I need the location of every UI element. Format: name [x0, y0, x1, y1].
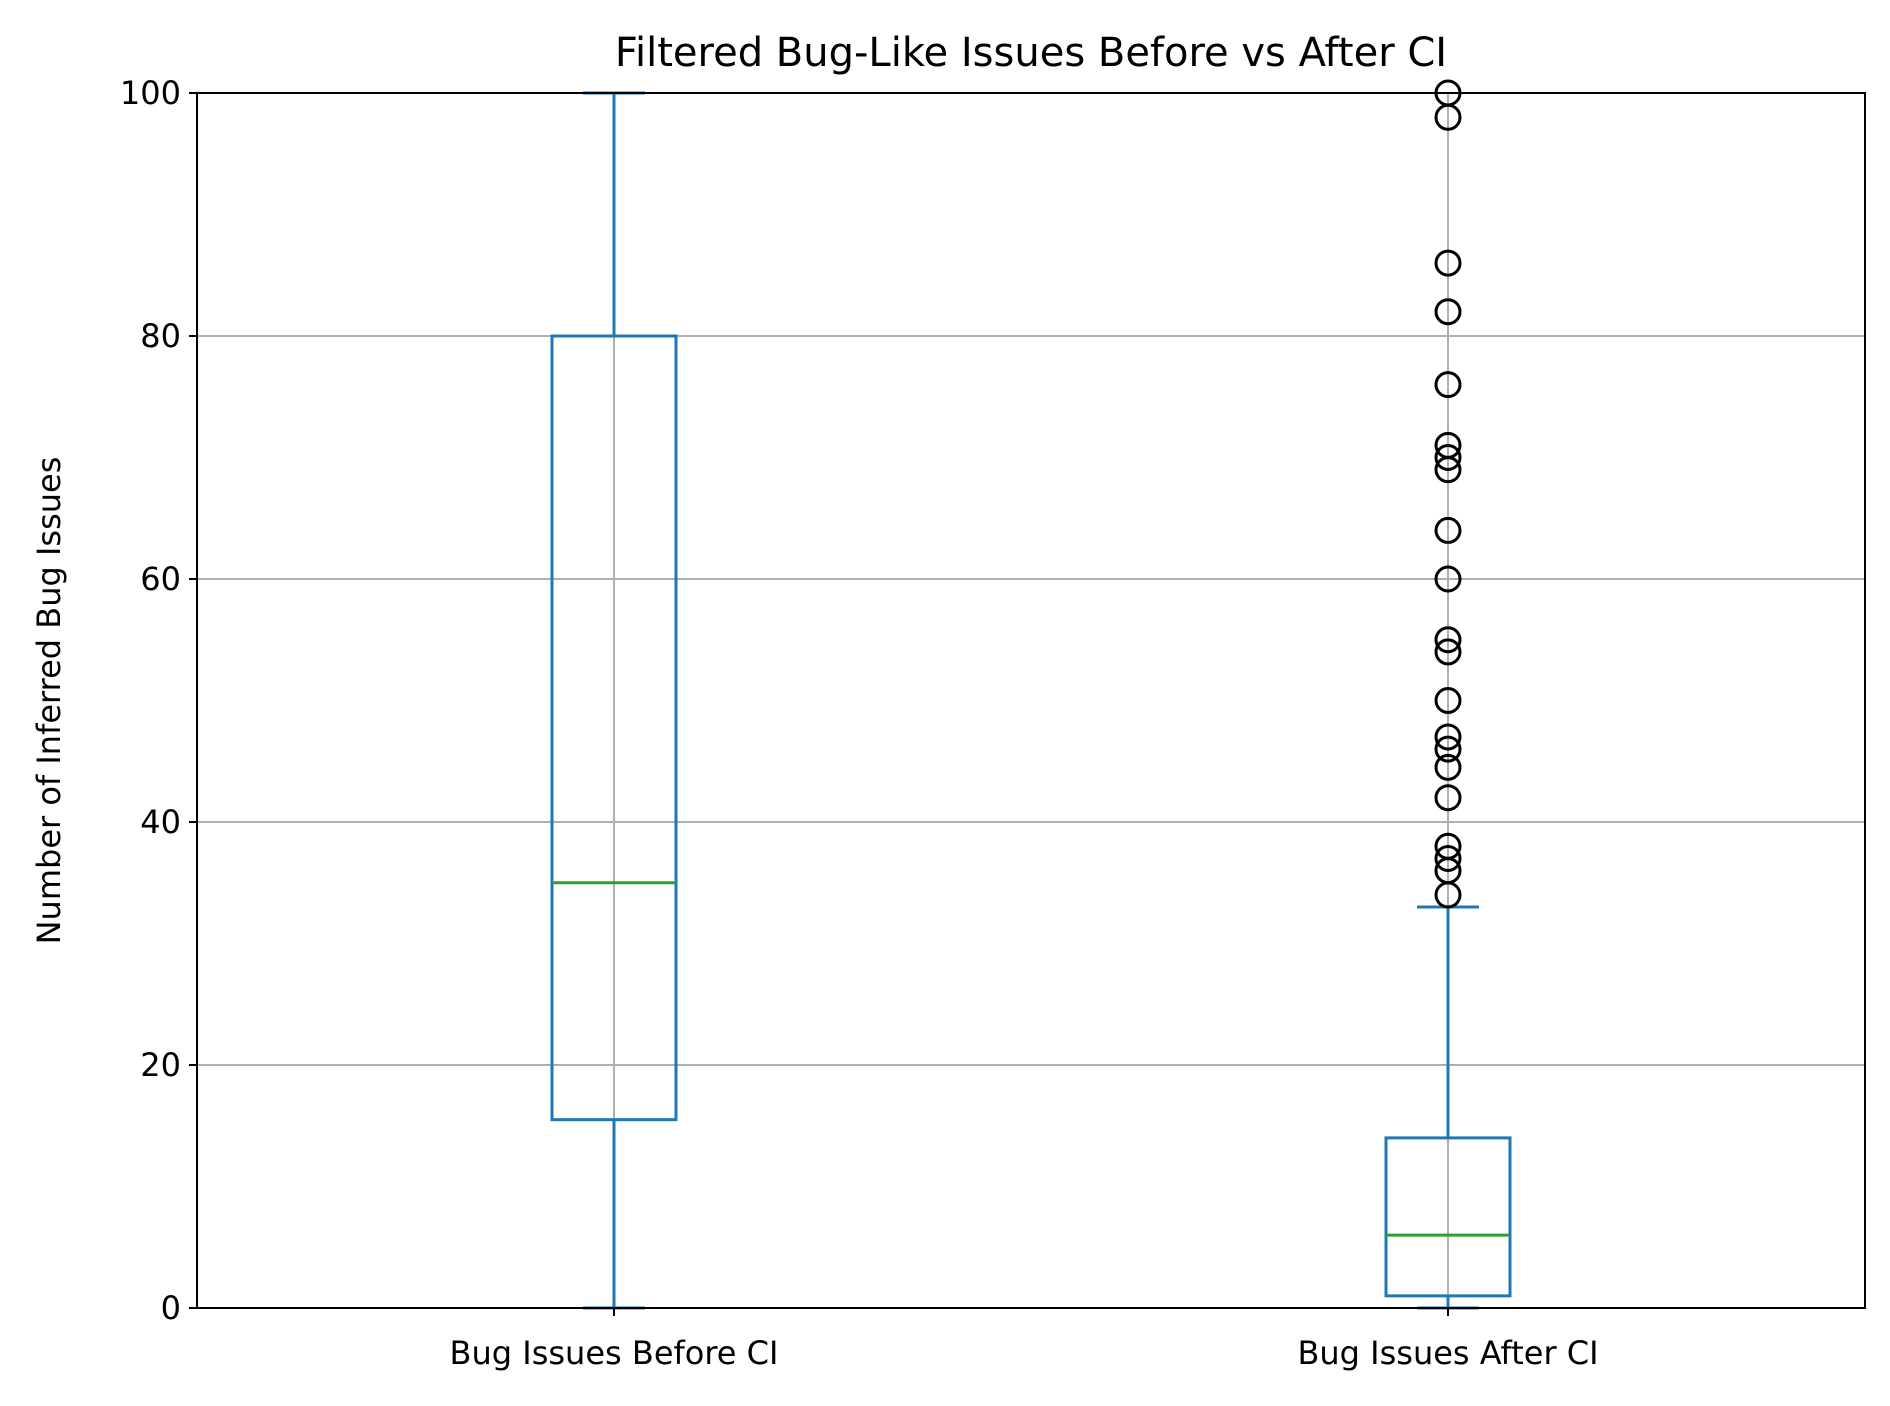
box-group-after-ci: [1384, 79, 1512, 1310]
iqr-box: [1384, 1136, 1512, 1298]
outlier-point: [1434, 249, 1462, 277]
outlier-point: [1434, 565, 1462, 593]
x-tick-label: Bug Issues After CI: [1297, 1334, 1598, 1372]
outlier-point: [1434, 844, 1462, 872]
chart-title: Filtered Bug-Like Issues Before vs After…: [615, 30, 1447, 76]
y-tick-label: 0: [161, 1289, 181, 1327]
y-tick-label: 40: [140, 803, 181, 841]
plot-area-frame: [196, 92, 1866, 1309]
outlier-point: [1434, 626, 1462, 654]
outlier-point: [1434, 784, 1462, 812]
outlier-point: [1434, 298, 1462, 326]
outlier-point: [1434, 516, 1462, 544]
outlier-point: [1434, 444, 1462, 471]
y-tick-label: 20: [140, 1046, 181, 1084]
outlier-point: [1434, 723, 1462, 751]
iqr-box: [550, 334, 678, 1122]
axis-ticks: 0 20 40 60 80 100 Bug Issues Before CI Bug Issu…: [120, 74, 1599, 1372]
y-axis-label: Number of Inferred Bug Issues: [30, 457, 68, 945]
y-tick-label: 80: [140, 317, 181, 355]
outlier-point: [1434, 753, 1462, 781]
outlier-point: [1434, 638, 1462, 666]
outlier-point: [1434, 371, 1462, 399]
y-tick-label: 100: [120, 74, 181, 112]
outlier-point: [1434, 431, 1462, 459]
y-tick-label: 60: [140, 560, 181, 598]
outlier-point: [1434, 735, 1462, 763]
outlier-point: [1434, 832, 1462, 860]
x-tick-label: Bug Issues Before CI: [450, 1334, 779, 1372]
outlier-point: [1434, 687, 1462, 714]
